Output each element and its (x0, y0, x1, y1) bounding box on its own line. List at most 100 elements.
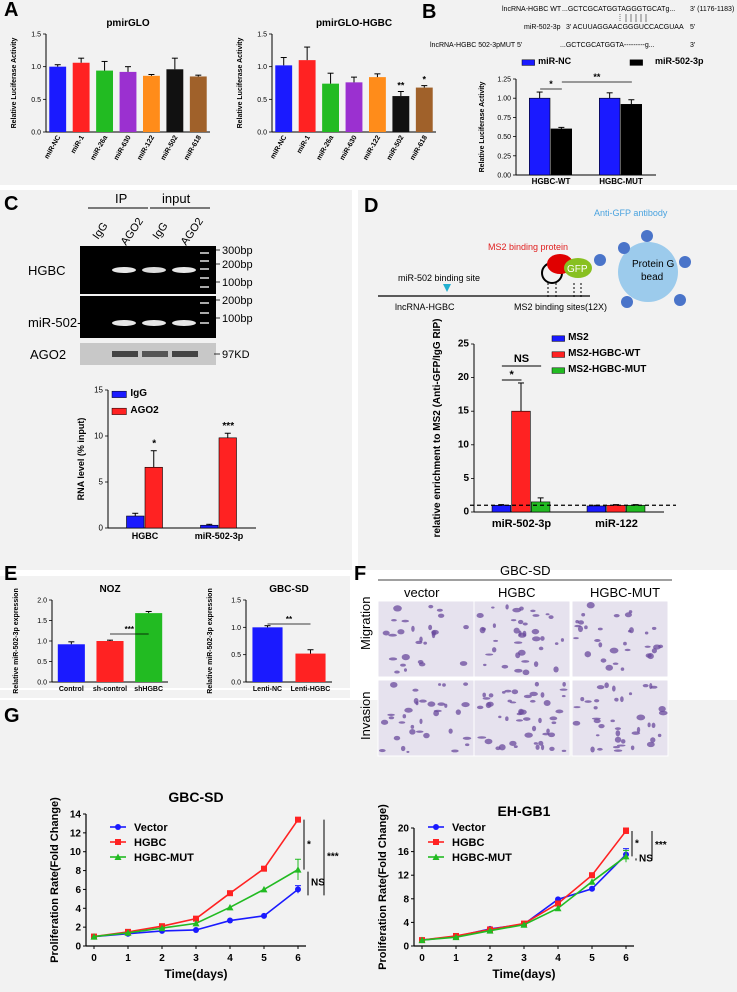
cell-stain (403, 668, 407, 672)
bar (126, 515, 145, 529)
cell-stain (554, 642, 559, 646)
legend-marker (433, 839, 439, 845)
cell-stain (572, 720, 581, 726)
binding-site-marker (443, 284, 451, 292)
cell-stain (612, 685, 616, 692)
cell-stain (455, 709, 461, 715)
cell-stain (505, 716, 509, 722)
data-point (158, 924, 166, 932)
cell-stain (650, 737, 656, 743)
cell-stain (388, 716, 395, 720)
cell-stain (593, 706, 598, 710)
cell-stain (488, 693, 494, 698)
cell-stain (573, 706, 581, 709)
cell-stain (423, 641, 428, 645)
cell-stain (498, 715, 502, 719)
cell-stain (390, 681, 398, 688)
y-tick-label: 1.00 (497, 96, 511, 103)
y-tick-label: 0.75 (497, 115, 511, 122)
chart-title: NOZ (99, 584, 120, 595)
cell-stain (423, 732, 430, 739)
cell-stain (547, 732, 556, 738)
cell-stain (484, 738, 493, 745)
cell-stain (561, 695, 566, 698)
y-tick-label: 0.5 (37, 659, 47, 666)
cell-stain (614, 697, 619, 702)
cell-stain (658, 705, 666, 712)
cell-stain (412, 688, 419, 692)
significance-mark: *** (125, 625, 135, 634)
cell-stain (628, 692, 633, 696)
bar (135, 613, 163, 682)
y-tick-label: 1.0 (231, 625, 241, 632)
cell-stain (584, 651, 592, 658)
cell-stain (561, 749, 567, 753)
significance-mark: * (152, 439, 156, 450)
cell-stain (623, 641, 627, 646)
legend-marker (433, 824, 439, 830)
x-tick-label: shHGBC (134, 686, 163, 693)
cell-stain (515, 719, 524, 722)
y-axis-label: Relative miR-502-3p expression (207, 588, 214, 693)
gfp-label: GFP (567, 264, 588, 275)
cell-stain (522, 622, 528, 626)
x-tick-label: 3 (193, 953, 199, 964)
x-tick-label: 0 (419, 953, 425, 964)
y-axis-label: Relative Luciferase Activity (479, 82, 486, 173)
x-tick-label: 2 (159, 953, 165, 964)
input-label: input (162, 191, 191, 206)
ladder-band (200, 286, 209, 288)
bar (528, 97, 551, 176)
cell-stain (504, 689, 512, 693)
cell-stain (451, 749, 459, 753)
gel-band (112, 267, 136, 273)
cell-stain (636, 726, 641, 733)
cell-stain (428, 624, 433, 631)
cell-stain (597, 627, 603, 631)
ms2-sites-label: MS2 binding sites(12X) (514, 302, 607, 312)
data-point (192, 919, 200, 927)
bar (598, 97, 621, 176)
legend-swatch (551, 367, 565, 374)
cell-stain (459, 661, 468, 666)
cell-stain (647, 653, 654, 660)
panel-c-gel: IP input IgG AGO2 IgG AGO2 HGBC miR-502-… (28, 191, 253, 365)
col-label-hgbc: HGBC (498, 585, 536, 600)
x-tick-label: HGBC (132, 531, 159, 541)
y-tick-label: 0.5 (257, 97, 267, 104)
cell-stain (501, 664, 509, 669)
bead-label-2: bead (641, 272, 663, 283)
bar (252, 627, 283, 682)
panel-d-diagram: Anti-GFP antibody MS2 binding protein mi… (378, 208, 691, 312)
y-tick-label: 14 (70, 810, 82, 821)
cell-stain (512, 607, 522, 613)
data-point (589, 872, 595, 879)
gel-band (142, 320, 166, 326)
cell-stain (433, 709, 442, 713)
y-tick-label: 4 (403, 918, 409, 929)
cell-stain (419, 718, 423, 725)
cell-stain (590, 746, 595, 753)
ladder-band (200, 277, 209, 279)
panel-f-title: GBC-SD (500, 563, 551, 578)
cell-stain (651, 722, 656, 728)
y-tick-label: 15 (94, 386, 103, 395)
y-tick-label: 2.0 (37, 598, 47, 605)
cell-stain (436, 608, 443, 612)
y-axis-label: Proliferation Rate(Fold Change) (49, 797, 61, 963)
antibody-node (641, 230, 653, 242)
legend-swatch (521, 59, 535, 66)
chart-title: pmirGLO-HGBC (316, 18, 392, 29)
y-tick-label: 0.50 (497, 134, 511, 141)
cell-stain (530, 609, 536, 613)
cell-stain (598, 724, 605, 729)
cell-stain (485, 653, 494, 656)
cell-stain (517, 649, 526, 656)
y-tick-label: 25 (458, 339, 470, 350)
seq-wt-tail: 3' (1176-1183) (690, 6, 734, 13)
legend-swatch (551, 351, 565, 358)
x-axis-label: Time(days) (492, 967, 555, 981)
marker-100bp-2: 100bp (222, 313, 253, 325)
